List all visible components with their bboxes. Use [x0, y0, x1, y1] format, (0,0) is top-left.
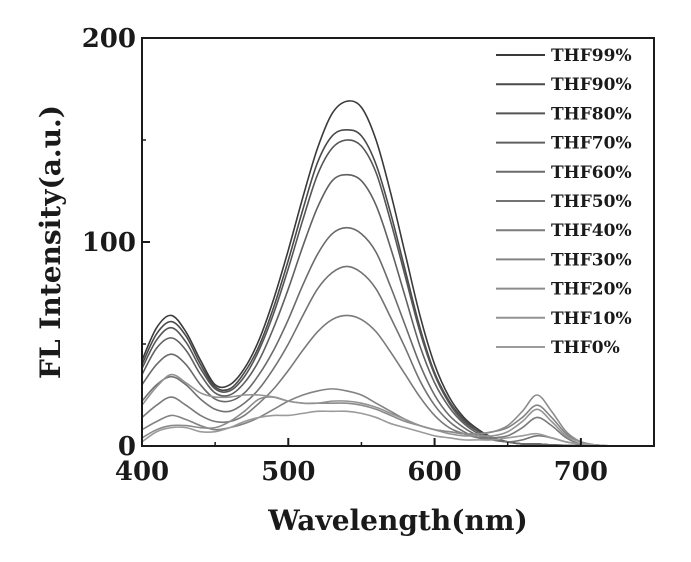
series-line-thf0pct	[141, 410, 625, 447]
legend-label: THF50%	[551, 192, 632, 212]
legend-label: THF10%	[551, 309, 632, 329]
legend-label: THF90%	[551, 75, 632, 95]
x-tick-label: 400	[115, 457, 169, 487]
y-tick-label: 200	[82, 24, 136, 54]
y-axis: 0 100 200	[82, 24, 150, 462]
legend: THF99% THF90% THF80% THF70% THF60% THF50% THF4…	[496, 46, 632, 358]
series-line-thf10pct	[141, 373, 625, 447]
legend-label: THF80%	[551, 104, 632, 124]
legend-label: THF40%	[551, 221, 632, 241]
series-line-thf50pct	[141, 265, 625, 447]
legend-label: THF99%	[551, 46, 632, 66]
legend-label: THF20%	[551, 280, 632, 300]
y-axis-title: FL Intensity(a.u.)	[34, 105, 67, 379]
legend-label: THF30%	[551, 250, 632, 270]
x-tick-label: 700	[554, 457, 608, 487]
series-line-thf20pct	[141, 394, 625, 447]
x-tick-label: 500	[261, 457, 315, 487]
legend-label: THF60%	[551, 163, 632, 183]
x-axis: 400 500 600 700	[115, 438, 608, 487]
legend-label: THF70%	[551, 134, 632, 154]
series-line-thf30pct	[141, 388, 625, 447]
x-tick-label: 600	[407, 457, 461, 487]
y-tick-label: 100	[82, 228, 136, 258]
series-line-thf40pct	[141, 314, 625, 447]
series-curves	[141, 100, 625, 447]
legend-label: THF0%	[551, 338, 620, 358]
series-line-thf60pct	[141, 226, 625, 447]
y-tick-label: 0	[118, 432, 136, 462]
x-axis-title: Wavelength(nm)	[267, 504, 527, 537]
